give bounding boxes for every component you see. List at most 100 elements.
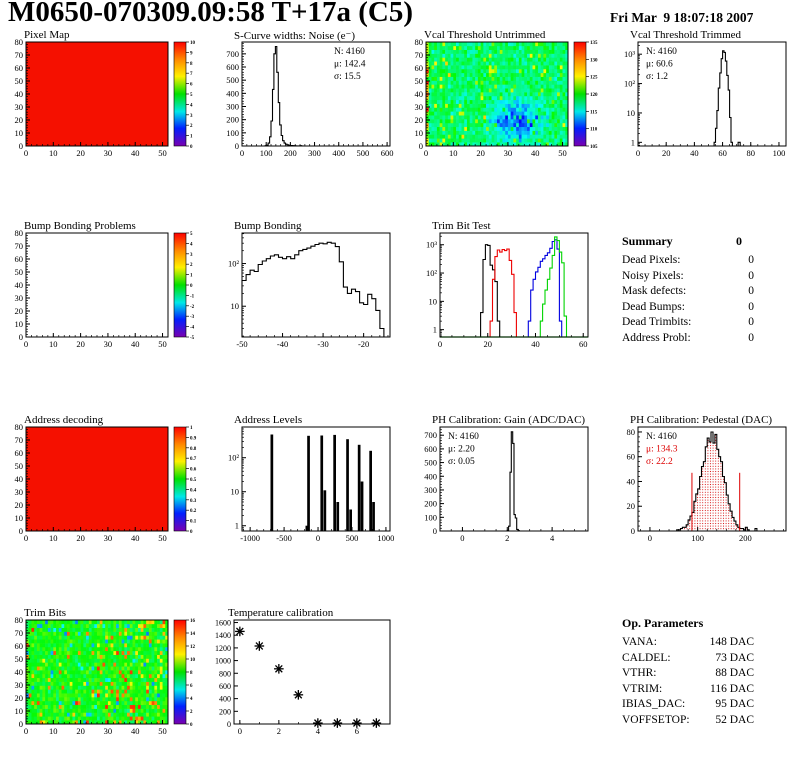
summary-row-value: 0: [748, 331, 754, 344]
svg-text:0.2: 0.2: [190, 509, 197, 514]
svg-text:120: 120: [590, 93, 598, 98]
svg-text:30: 30: [415, 102, 424, 112]
svg-text:0.3: 0.3: [190, 499, 197, 504]
svg-text:115: 115: [590, 110, 598, 115]
svg-text:μ: 2.20: μ: 2.20: [448, 445, 475, 455]
panel-scurve-noise: S-Curve widths: Noise (e⁻) 0 100 200 300 400…: [204, 28, 402, 196]
svg-text:50: 50: [15, 654, 24, 664]
svg-text:10: 10: [49, 533, 58, 543]
svg-text:7: 7: [190, 72, 193, 77]
svg-text:700: 700: [424, 430, 437, 440]
svg-text:-40: -40: [277, 339, 288, 349]
svg-text:10: 10: [15, 513, 24, 523]
svg-text:μ: 142.4: μ: 142.4: [334, 60, 366, 70]
svg-text:200: 200: [226, 115, 239, 125]
svg-text:0: 0: [190, 145, 193, 150]
svg-text:50: 50: [15, 76, 24, 86]
svg-text:5: 5: [190, 93, 193, 98]
plot-title: Bump Bonding: [234, 220, 302, 232]
svg-text:σ: 0.05: σ: 0.05: [448, 457, 475, 467]
svg-text:20: 20: [476, 148, 485, 158]
address-levels-plot: -1000 -500 0 500 1000 1 10 10²: [228, 426, 394, 543]
svg-text:0.1: 0.1: [190, 520, 197, 525]
svg-text:3: 3: [190, 114, 193, 119]
temperature-calibration-plot: 0 2 4 6 0 200 400 600 800 1000 1200 1400 1600: [215, 619, 391, 736]
svg-text:1: 1: [235, 521, 239, 531]
svg-text:50: 50: [158, 533, 167, 543]
svg-text:60: 60: [627, 452, 636, 462]
svg-text:1200: 1200: [215, 644, 231, 653]
summary-row-value: 0: [748, 285, 754, 298]
summary-row-label: Dead Pixels:: [622, 254, 681, 266]
svg-text:130: 130: [590, 58, 598, 63]
svg-text:10: 10: [231, 301, 240, 311]
ph-pedestal-plot: 0 100 200 0 20 40 60 80 N: 4160 μ: 134.3 σ: 22.2: [627, 426, 787, 543]
summary-row-label: Dead Trimbits:: [622, 316, 692, 329]
svg-text:100: 100: [260, 148, 273, 158]
op-parameter-row: VTHR: 88 DAC: [622, 666, 754, 682]
svg-text:σ: 22.2: σ: 22.2: [646, 457, 673, 467]
op-parameter-label: VANA:: [622, 636, 657, 648]
summary-row-label: Dead Bumps:: [622, 300, 685, 313]
svg-text:600: 600: [424, 444, 437, 454]
svg-text:0.8: 0.8: [190, 447, 197, 452]
svg-text:0.9: 0.9: [190, 436, 197, 441]
summary-row-label: Mask defects:: [622, 285, 687, 298]
op-parameter-label: VOFFSETOP:: [622, 713, 690, 726]
svg-text:4: 4: [316, 726, 321, 736]
svg-text:2: 2: [277, 726, 281, 736]
summary-total: 0: [736, 234, 742, 248]
svg-text:70: 70: [15, 628, 24, 638]
op-parameter-row: CALDEL: 73 DAC: [622, 651, 754, 667]
svg-text:0: 0: [19, 526, 23, 536]
vcal-trimmed-plot: 0 20 40 60 80 100 1 10 10² 10³ N: 4160 μ: 60.6 σ: 1.…: [624, 41, 787, 158]
svg-text:-50: -50: [236, 339, 247, 349]
plot-title: Vcal Threshold Trimmed: [630, 29, 742, 41]
svg-text:500: 500: [357, 148, 370, 158]
op-parameter-value: 116 DAC: [710, 682, 754, 695]
svg-text:50: 50: [158, 726, 167, 736]
svg-text:2: 2: [190, 710, 193, 715]
svg-text:60: 60: [15, 448, 24, 458]
svg-text:600: 600: [381, 148, 394, 158]
svg-text:10²: 10²: [426, 268, 438, 278]
svg-text:1000: 1000: [377, 533, 394, 543]
svg-text:20: 20: [483, 339, 492, 349]
summary-row: Dead Bumps: 0: [622, 300, 754, 316]
svg-text:0: 0: [24, 726, 28, 736]
svg-text:-2: -2: [190, 305, 195, 310]
svg-text:-500: -500: [276, 533, 292, 543]
svg-text:σ: 15.5: σ: 15.5: [334, 72, 361, 82]
svg-text:0: 0: [460, 533, 464, 543]
svg-text:σ: 1.2: σ: 1.2: [646, 72, 668, 82]
panel-address-levels: Address Levels -1000 -500 0 500 1000 1 10 10²: [204, 413, 402, 581]
op-parameters-title: Op. Parameters: [622, 616, 704, 630]
svg-text:2: 2: [505, 533, 509, 543]
panel-trim-bits: Trim Bits 16 14 12 10 8 6 4 2 0 0 10 20 30 40 50 0 10 20 3…: [2, 606, 200, 772]
op-parameter-value: 52 DAC: [715, 713, 754, 726]
svg-text:20: 20: [76, 533, 85, 543]
svg-text:N: 4160: N: 4160: [448, 432, 479, 442]
svg-text:12: 12: [190, 645, 196, 650]
svg-text:40: 40: [15, 89, 24, 99]
page-title: M0650-070309.09:58 T+17a (C5): [8, 0, 414, 28]
svg-text:20: 20: [15, 500, 24, 510]
summary-row-label: Noisy Pixels:: [622, 269, 684, 282]
trim-bit-test-plot: 0 20 40 60 1 10 10² 10³: [426, 232, 589, 349]
svg-text:5: 5: [190, 232, 193, 237]
summary-row-value: 0: [748, 300, 754, 313]
svg-text:20: 20: [76, 148, 85, 158]
svg-text:60: 60: [15, 63, 24, 73]
svg-text:10: 10: [15, 706, 24, 716]
timestamp: Fri Mar 9 18:07:18 2007: [610, 10, 754, 25]
svg-text:0: 0: [227, 720, 231, 729]
svg-text:0: 0: [438, 339, 442, 349]
svg-text:3: 3: [190, 253, 193, 258]
svg-text:105: 105: [590, 145, 598, 150]
svg-text:μ: 134.3: μ: 134.3: [646, 445, 678, 455]
svg-text:80: 80: [415, 37, 424, 47]
svg-text:1: 1: [190, 426, 193, 431]
svg-text:40: 40: [15, 474, 24, 484]
svg-text:4: 4: [190, 242, 193, 247]
